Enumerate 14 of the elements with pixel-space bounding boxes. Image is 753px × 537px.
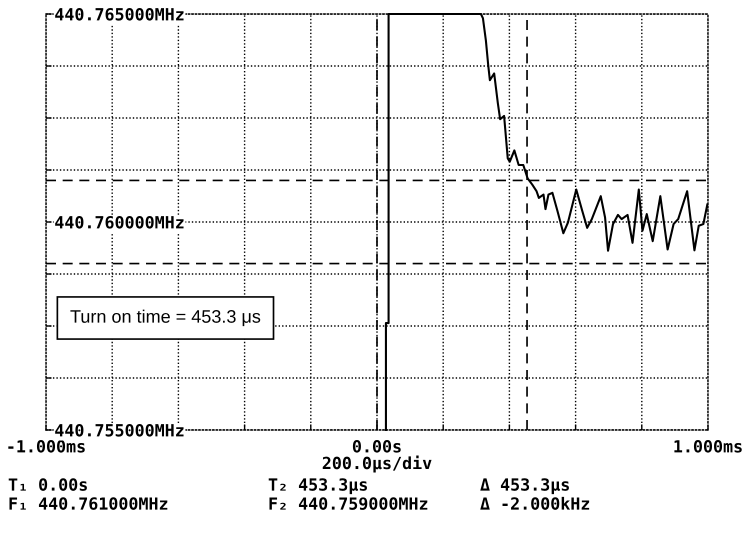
x-tick-label: 0.00s [352,440,401,453]
x-tick-label: 1.000ms [674,440,742,453]
y-tick-label: 440.760000MHz [55,216,184,229]
x-axis-title: 200.0µs/div [322,455,432,473]
x-tick-label: -1.000ms [8,440,85,453]
text: F₂ 440.759000MHz [269,497,428,510]
text: F₁ 440.761000MHz [9,497,168,510]
text: T₂ 453.3µs [268,478,367,494]
y-tick-label: 440.765000MHz [55,8,184,21]
annotation: Turn on time = 453.3 μs [70,310,260,326]
y-tick-label: 440.755000MHz [55,424,184,437]
text: Δ -2.000kHz [480,496,590,510]
text: Δ 453.3µs [480,478,569,494]
text: T₁ 0.00s [8,478,87,491]
